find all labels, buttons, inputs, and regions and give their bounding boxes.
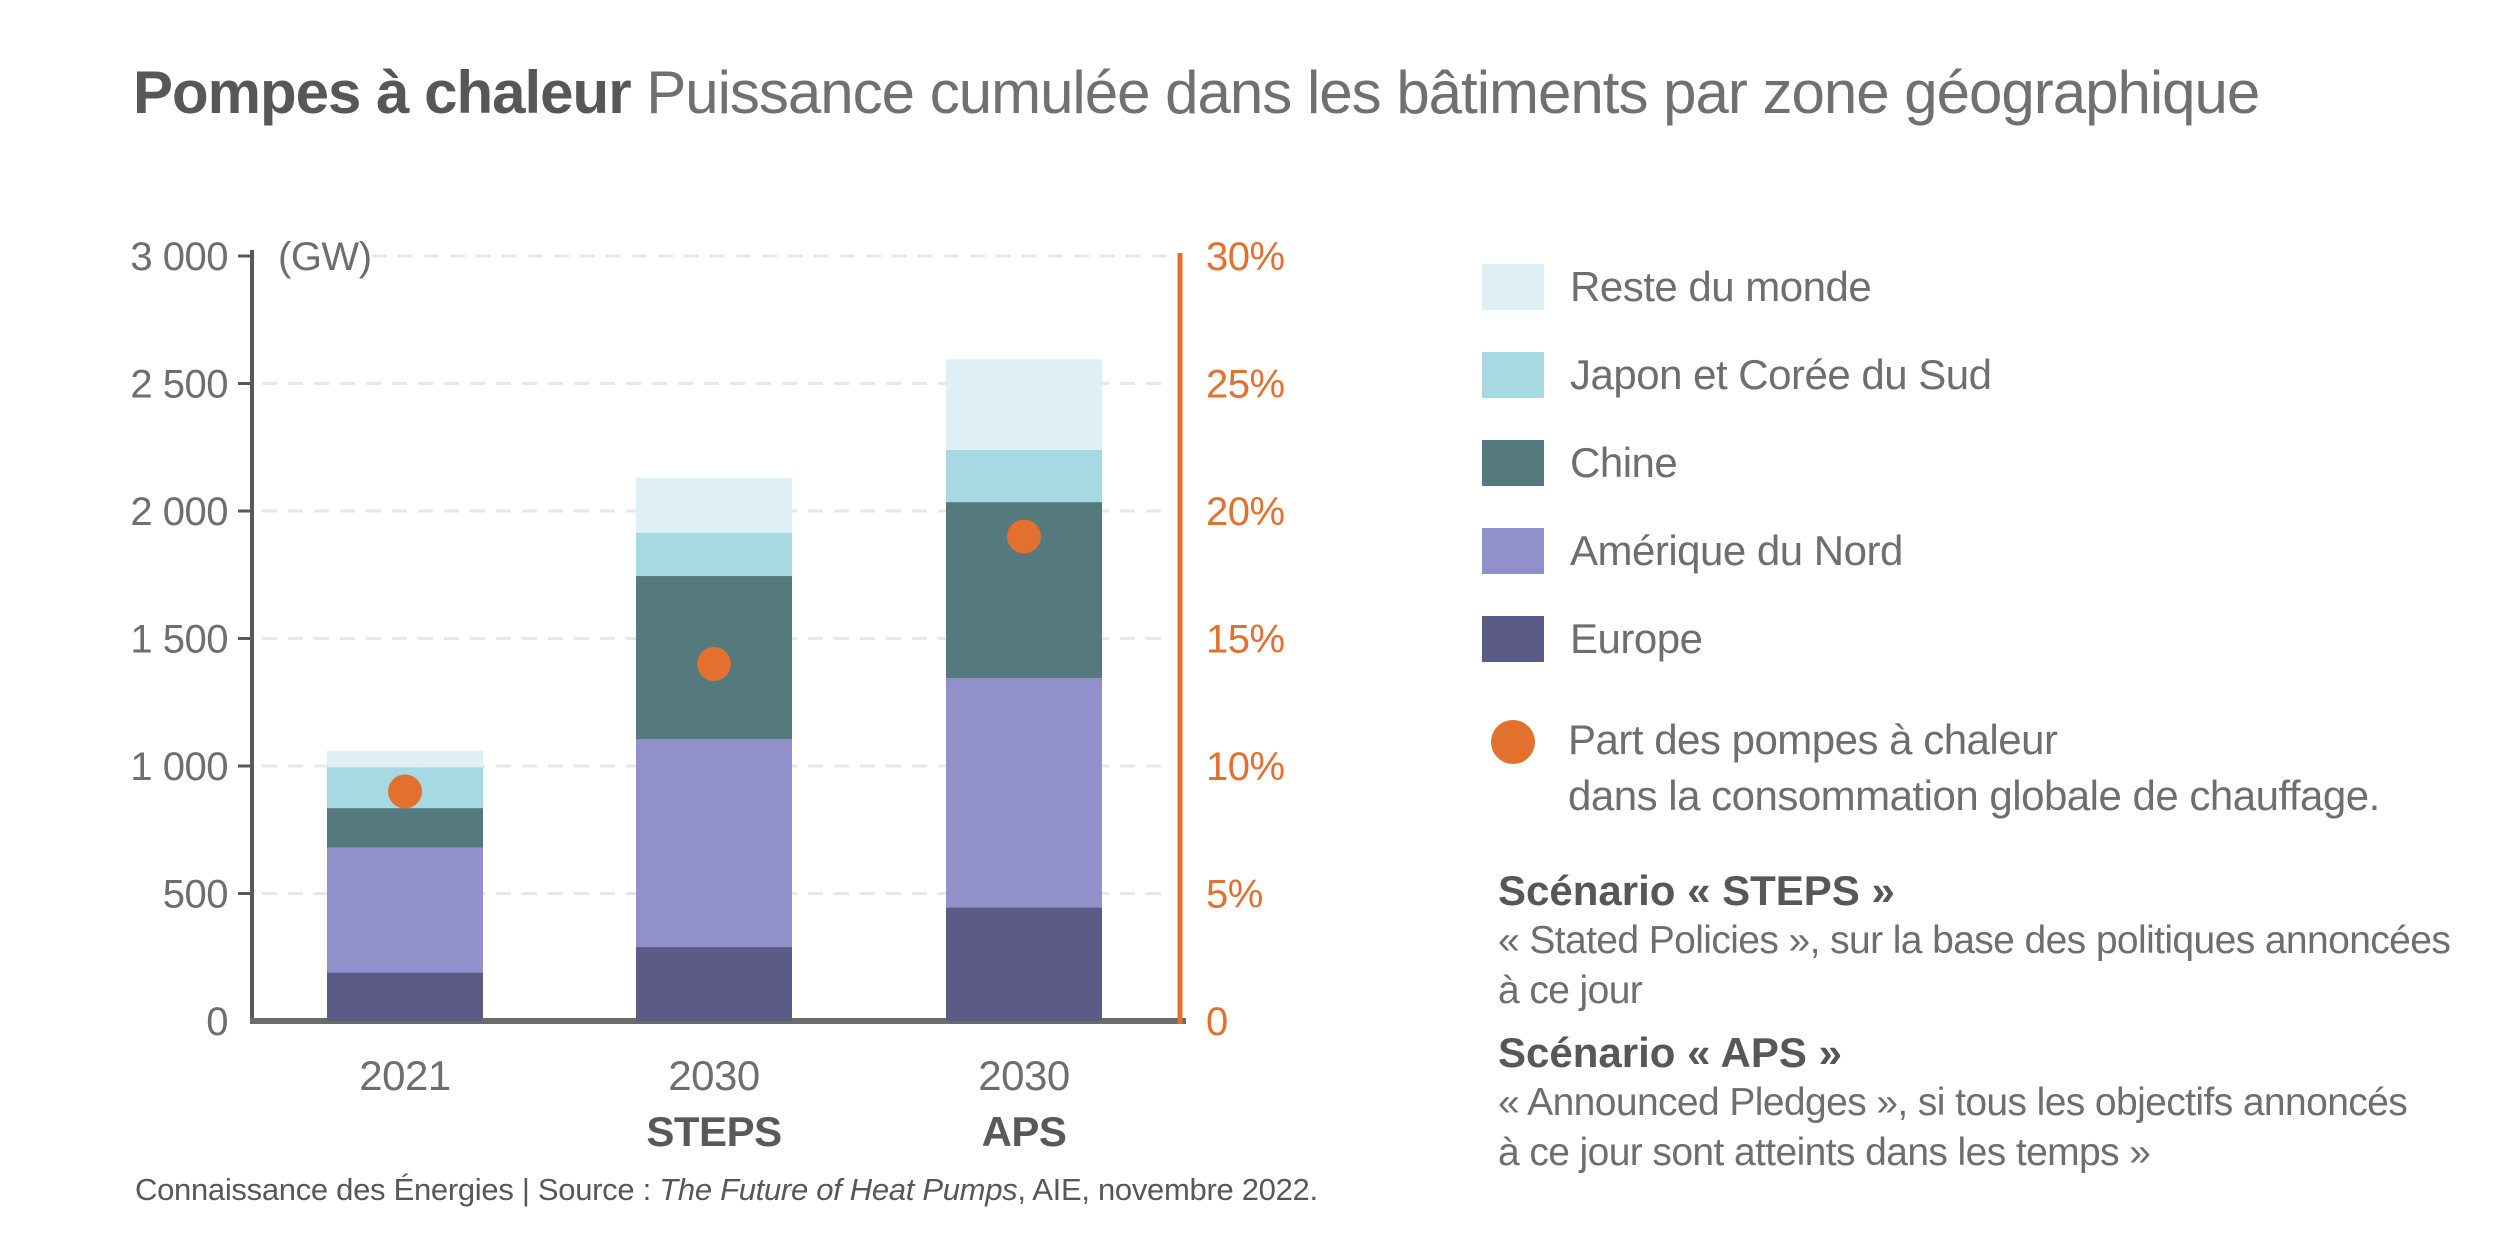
footer-source-title: The Future of Heat Pumps: [659, 1172, 1018, 1207]
scenario-steps-line1: « Stated Policies », sur la base des pol…: [1498, 919, 2451, 962]
right-tick-label: 20%: [1206, 490, 1285, 534]
share-legend-text: Part des pompes à chaleur dans la consom…: [1568, 712, 2380, 824]
page-title-subtitle: Puissance cumulée dans les bâtiments par…: [630, 59, 2260, 126]
bar-segment-reste-du-monde-2: [946, 359, 1102, 450]
bar-segment-europe-2: [946, 907, 1102, 1021]
y-tick-label: 2 000: [130, 490, 228, 534]
x-tick-sublabel: STEPS: [646, 1108, 781, 1155]
share-legend: Part des pompes à chaleur dans la consom…: [1482, 712, 2380, 824]
right-tick-label: 15%: [1206, 618, 1285, 662]
legend-item: Amérique du Nord: [1482, 527, 1991, 574]
legend-item: Europe: [1482, 615, 1991, 662]
right-tick-label: 5%: [1206, 873, 1263, 917]
bar-segment-am-rique-du-nord-1: [636, 739, 792, 948]
footer-prefix: Connaissance des Énergies | Source :: [135, 1172, 660, 1207]
y-tick-label: 3 000: [130, 235, 228, 279]
x-tick-label: 2030: [668, 1052, 759, 1099]
bar-segment-am-rique-du-nord-2: [946, 678, 1102, 908]
y-tick-label: 500: [163, 873, 228, 917]
bar-segment-europe-1: [636, 947, 792, 1021]
right-tick-label: 0: [1206, 1000, 1228, 1044]
right-tick-label: 30%: [1206, 235, 1285, 279]
legend-item: Japon et Corée du Sud: [1482, 351, 1992, 398]
bar-segment-japon-et-cor-e-du-sud-2: [946, 449, 1102, 503]
share-dot: [1007, 519, 1041, 554]
bar-segment-reste-du-monde-1: [636, 477, 792, 533]
legend-swatch: [1482, 528, 1544, 574]
x-tick-sublabel: APS: [982, 1108, 1067, 1155]
footer-credit: Connaissance des Énergies | Source : The…: [135, 1172, 1318, 1208]
footer-suffix: , AIE, novembre 2022.: [1017, 1172, 1318, 1207]
legend-item-label: Chine: [1570, 439, 1678, 486]
share-legend-dot: [1491, 720, 1535, 764]
scenario-aps: Scénario « APS » « Announced Pledges », …: [1498, 1028, 2500, 1178]
stacked-bar-chart: 0 500 1 000 1 500 2 000 2 500 3 000 (GW) 0 5% 10% 1…: [130, 235, 1285, 1155]
scenario-aps-line1: « Announced Pledges », si tous les objec…: [1498, 1081, 2408, 1124]
page-title-bold: Pompes à chaleur: [133, 59, 632, 126]
legend-item: Reste du monde: [1482, 263, 1991, 310]
legend-swatch: [1482, 352, 1544, 398]
y-tick-label: 2 500: [130, 363, 228, 407]
bar-segment-chine-0: [327, 808, 483, 848]
legend-item-label: Europe: [1570, 615, 1703, 662]
right-tick-label: 10%: [1206, 745, 1285, 789]
y-axis-unit-label: (GW): [278, 235, 372, 279]
share-legend-line1: Part des pompes à chaleur: [1568, 716, 2058, 763]
scenario-steps-heading: Scénario « STEPS »: [1498, 867, 1895, 914]
legend-swatch: [1482, 616, 1544, 662]
legend-item-label: Japon et Corée du Sud: [1570, 351, 1992, 398]
bar-segment-am-rique-du-nord-0: [327, 847, 483, 973]
right-tick-label: 25%: [1206, 363, 1285, 407]
legend-item: Chine: [1482, 439, 1991, 486]
x-tick-label: 2030: [978, 1052, 1069, 1099]
share-dot: [388, 774, 422, 809]
scenario-aps-line2: à ce jour sont atteints dans les temps »: [1498, 1131, 2151, 1174]
legend-item-label: Reste du monde: [1570, 263, 1872, 310]
bar-segment-reste-du-monde-0: [327, 750, 483, 768]
y-tick-label: 1 000: [130, 745, 228, 789]
legend-item-label: Amérique du Nord: [1570, 527, 1903, 574]
x-tick-label: 2021: [359, 1052, 450, 1099]
scenario-aps-heading: Scénario « APS »: [1498, 1029, 1842, 1076]
page-title: Pompes à chaleur Puissance cumulée dans …: [133, 58, 2260, 127]
bar-segment-japon-et-cor-e-du-sud-1: [636, 532, 792, 577]
share-dot: [697, 647, 731, 681]
legend-swatch: [1482, 264, 1544, 310]
scenario-steps-line2: à ce jour: [1498, 969, 1643, 1012]
y-tick-label: 1 500: [130, 618, 228, 662]
scenario-steps: Scénario « STEPS » « Stated Policies », …: [1498, 866, 2500, 1016]
scenario-notes: Scénario « STEPS » « Stated Policies », …: [1498, 866, 2500, 1178]
y-tick-label: 0: [206, 1000, 228, 1044]
legend-swatch: [1482, 440, 1544, 486]
legend: Reste du monde Japon et Corée du Sud Chi…: [1482, 263, 1992, 704]
share-legend-line2: dans la consommation globale de chauffag…: [1568, 772, 2380, 819]
bar-segment-europe-0: [327, 972, 483, 1021]
